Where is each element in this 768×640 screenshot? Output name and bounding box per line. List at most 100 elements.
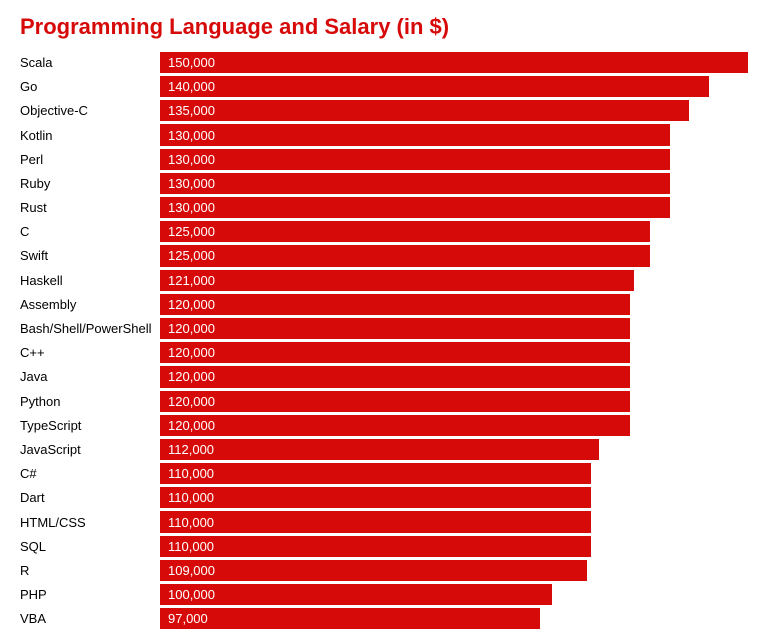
- chart-row: Swift 125,000: [20, 244, 748, 268]
- bar: 130,000: [160, 173, 670, 194]
- bar-track: 120,000: [160, 316, 748, 340]
- row-label: Ruby: [20, 171, 160, 195]
- row-label: PHP: [20, 583, 160, 607]
- row-label: Dart: [20, 486, 160, 510]
- chart-row: PHP 100,000: [20, 583, 748, 607]
- bar: 135,000: [160, 100, 689, 121]
- bar-track: 110,000: [160, 462, 748, 486]
- bar-value-label: 110,000: [168, 490, 214, 505]
- bar: 97,000: [160, 608, 540, 629]
- row-label: VBA: [20, 607, 160, 631]
- bar-track: 125,000: [160, 244, 748, 268]
- row-label: Rust: [20, 196, 160, 220]
- bar-value-label: 120,000: [168, 321, 215, 336]
- chart-row: Java 120,000: [20, 365, 748, 389]
- chart-row: SQL110,000: [20, 534, 748, 558]
- chart-row: Haskell121,000: [20, 268, 748, 292]
- bar: 110,000: [160, 511, 591, 532]
- bar: 120,000: [160, 391, 630, 412]
- bar-value-label: 125,000: [168, 224, 215, 239]
- row-label: Scala: [20, 50, 160, 74]
- bar-track: 110,000: [160, 510, 748, 534]
- bar: 100,000: [160, 584, 552, 605]
- bar-value-label: 130,000: [168, 200, 215, 215]
- bar: 140,000: [160, 76, 709, 97]
- bar-track: 97,000: [160, 607, 748, 631]
- bar-track: 140,000: [160, 75, 748, 99]
- chart-row: TypeScript 120,000: [20, 413, 748, 437]
- bar-value-label: 125,000: [168, 248, 215, 263]
- bar-track: 100,000: [160, 583, 748, 607]
- bar-value-label: 120,000: [168, 345, 215, 360]
- row-label: Swift: [20, 244, 160, 268]
- bar-track: 125,000: [160, 220, 748, 244]
- bar: 120,000: [160, 342, 630, 363]
- bar-value-label: 112,000: [168, 442, 214, 457]
- row-label: Go: [20, 75, 160, 99]
- bar: 110,000: [160, 536, 591, 557]
- row-label: Perl: [20, 147, 160, 171]
- bar-track: 130,000: [160, 123, 748, 147]
- bar-value-label: 121,000: [168, 273, 215, 288]
- bar-value-label: 140,000: [168, 79, 215, 94]
- bar-value-label: 130,000: [168, 128, 215, 143]
- row-label: C: [20, 220, 160, 244]
- bar-track: 130,000: [160, 196, 748, 220]
- bar: 112,000: [160, 439, 599, 460]
- bar-value-label: 150,000: [168, 55, 215, 70]
- bar: 120,000: [160, 415, 630, 436]
- bar: 121,000: [160, 270, 634, 291]
- row-label: Kotlin: [20, 123, 160, 147]
- row-label: JavaScript: [20, 437, 160, 461]
- bar: 130,000: [160, 197, 670, 218]
- bar-track: 112,000: [160, 437, 748, 461]
- bar-track: 130,000: [160, 147, 748, 171]
- bar: 130,000: [160, 124, 670, 145]
- bar-value-label: 120,000: [168, 369, 215, 384]
- bar-track: 130,000: [160, 171, 748, 195]
- bar-value-label: 97,000: [168, 611, 208, 626]
- bar-track: 120,000: [160, 292, 748, 316]
- bar-value-label: 135,000: [168, 103, 215, 118]
- bar-track: 150,000: [160, 50, 748, 74]
- chart-row: Assembly120,000: [20, 292, 748, 316]
- bar-track: 120,000: [160, 341, 748, 365]
- salary-bar-chart: Scala 150,000 Go 140,000 Objective-C 135,000 K…: [20, 50, 748, 631]
- row-label: TypeScript: [20, 413, 160, 437]
- bar: 150,000: [160, 52, 748, 73]
- chart-row: Kotlin 130,000: [20, 123, 748, 147]
- chart-row: Objective-C 135,000: [20, 99, 748, 123]
- row-label: R: [20, 558, 160, 582]
- chart-row: Rust 130,000: [20, 196, 748, 220]
- chart-row: Scala 150,000: [20, 50, 748, 74]
- bar-track: 110,000: [160, 534, 748, 558]
- bar-value-label: 100,000: [168, 587, 215, 602]
- row-label: Objective-C: [20, 99, 160, 123]
- bar-value-label: 109,000: [168, 563, 215, 578]
- chart-title: Programming Language and Salary (in $): [20, 14, 748, 40]
- bar-value-label: 130,000: [168, 176, 215, 191]
- chart-row: R 109,000: [20, 558, 748, 582]
- row-label: Java: [20, 365, 160, 389]
- bar-value-label: 120,000: [168, 418, 215, 433]
- chart-row: C 125,000: [20, 220, 748, 244]
- bar-track: 121,000: [160, 268, 748, 292]
- bar-track: 135,000: [160, 99, 748, 123]
- chart-row: C++ 120,000: [20, 341, 748, 365]
- chart-row: C#110,000: [20, 462, 748, 486]
- row-label: C++: [20, 341, 160, 365]
- row-label: Bash/Shell/PowerShell: [20, 316, 160, 340]
- bar: 120,000: [160, 318, 630, 339]
- row-label: Assembly: [20, 292, 160, 316]
- bar: 120,000: [160, 366, 630, 387]
- chart-row: JavaScript 112,000: [20, 437, 748, 461]
- bar: 125,000: [160, 221, 650, 242]
- chart-row: VBA 97,000: [20, 607, 748, 631]
- row-label: Python: [20, 389, 160, 413]
- row-label: HTML/CSS: [20, 510, 160, 534]
- chart-row: Perl130,000: [20, 147, 748, 171]
- row-label: SQL: [20, 534, 160, 558]
- bar: 109,000: [160, 560, 587, 581]
- row-label: C#: [20, 462, 160, 486]
- chart-row: HTML/CSS110,000: [20, 510, 748, 534]
